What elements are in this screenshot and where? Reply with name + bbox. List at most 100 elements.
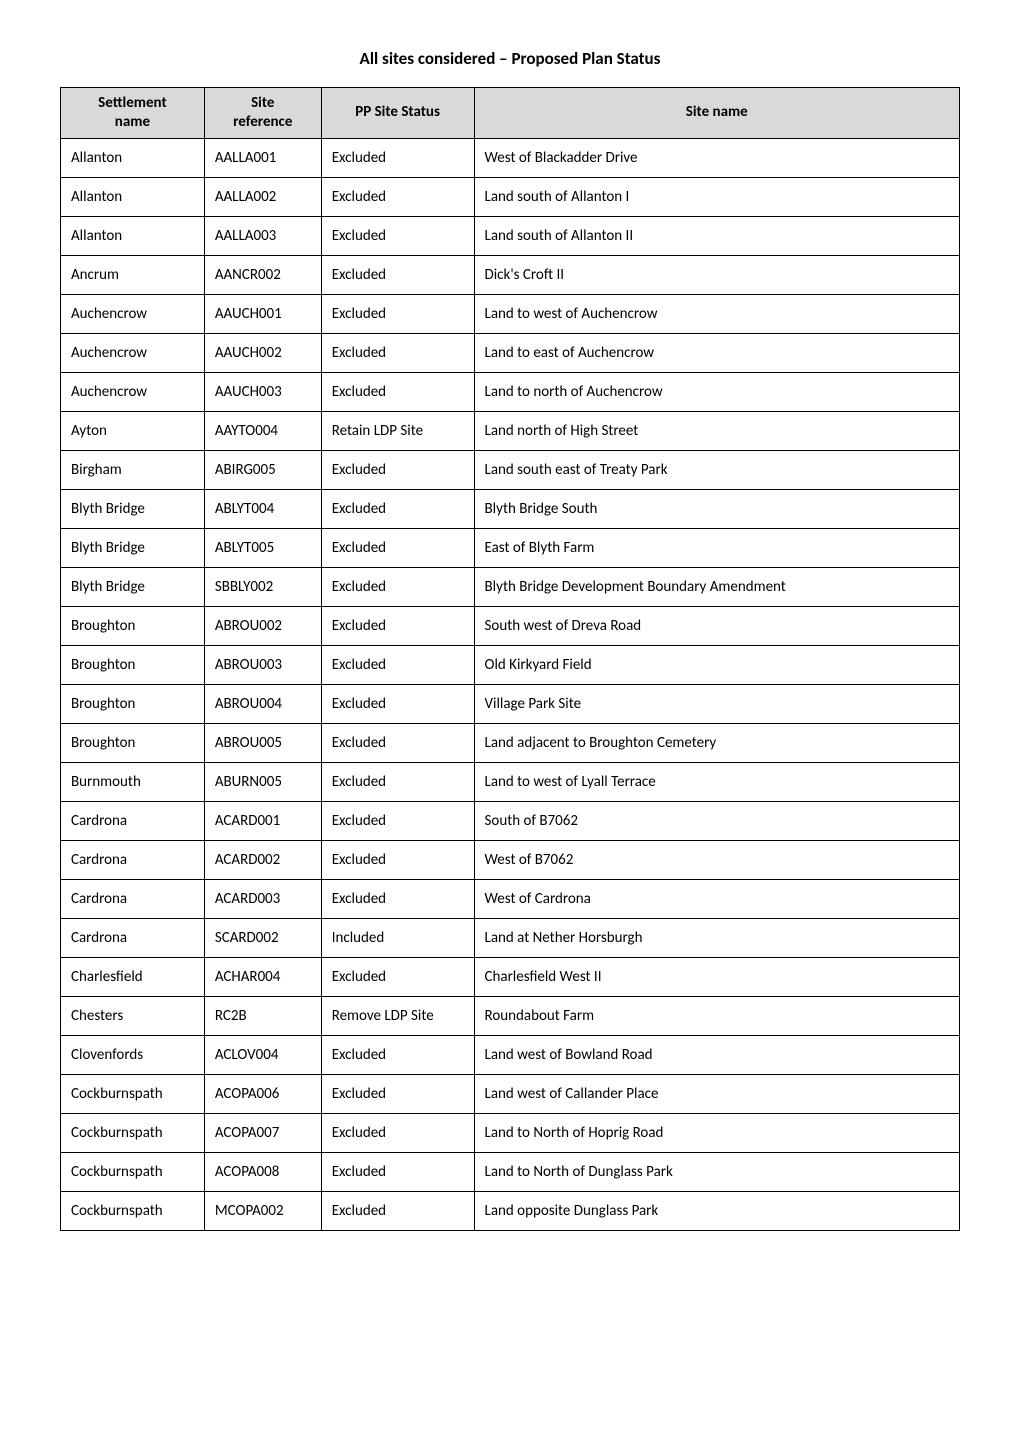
cell-siteref: AAYTO004 (204, 411, 321, 450)
cell-settlement: Cardrona (61, 918, 205, 957)
cell-siteref: AANCR002 (204, 255, 321, 294)
cell-settlement: Allanton (61, 138, 205, 177)
table-row: CardronaSCARD002IncludedLand at Nether H… (61, 918, 960, 957)
cell-sitename: Blyth Bridge South (474, 489, 959, 528)
cell-siteref: MCOPA002 (204, 1191, 321, 1230)
cell-sitename: Land south east of Treaty Park (474, 450, 959, 489)
cell-status: Excluded (321, 450, 474, 489)
cell-sitename: West of B7062 (474, 840, 959, 879)
cell-status: Excluded (321, 684, 474, 723)
cell-siteref: ACOPA006 (204, 1074, 321, 1113)
table-head: Settlementname Sitereference PP Site Sta… (61, 88, 960, 139)
cell-settlement: Broughton (61, 645, 205, 684)
cell-sitename: West of Cardrona (474, 879, 959, 918)
cell-status: Excluded (321, 1113, 474, 1152)
cell-sitename: Land at Nether Horsburgh (474, 918, 959, 957)
cell-siteref: SBBLY002 (204, 567, 321, 606)
cell-settlement: Cockburnspath (61, 1074, 205, 1113)
col-header-settlement: Settlementname (61, 88, 205, 139)
cell-sitename: Land to east of Auchencrow (474, 333, 959, 372)
cell-status: Excluded (321, 489, 474, 528)
cell-sitename: Land north of High Street (474, 411, 959, 450)
table-row: CockburnspathACOPA007ExcludedLand to Nor… (61, 1113, 960, 1152)
cell-settlement: Allanton (61, 216, 205, 255)
cell-siteref: AALLA003 (204, 216, 321, 255)
cell-settlement: Chesters (61, 996, 205, 1035)
cell-siteref: AAUCH002 (204, 333, 321, 372)
table-body: AllantonAALLA001ExcludedWest of Blackadd… (61, 138, 960, 1230)
cell-sitename: Charlesfield West II (474, 957, 959, 996)
col-header-status: PP Site Status (321, 88, 474, 139)
cell-status: Excluded (321, 840, 474, 879)
cell-status: Excluded (321, 1035, 474, 1074)
table-row: AncrumAANCR002ExcludedDick's Croft II (61, 255, 960, 294)
table-row: AuchencrowAAUCH003ExcludedLand to north … (61, 372, 960, 411)
cell-sitename: Old Kirkyard Field (474, 645, 959, 684)
cell-siteref: ABURN005 (204, 762, 321, 801)
col-header-siteref: Sitereference (204, 88, 321, 139)
cell-siteref: AAUCH001 (204, 294, 321, 333)
cell-status: Excluded (321, 372, 474, 411)
table-row: CockburnspathACOPA006ExcludedLand west o… (61, 1074, 960, 1113)
cell-sitename: Land to west of Lyall Terrace (474, 762, 959, 801)
cell-status: Remove LDP Site (321, 996, 474, 1035)
cell-siteref: AALLA001 (204, 138, 321, 177)
cell-siteref: AAUCH003 (204, 372, 321, 411)
table-row: BroughtonABROU002ExcludedSouth west of D… (61, 606, 960, 645)
cell-settlement: Cockburnspath (61, 1113, 205, 1152)
table-row: BroughtonABROU003ExcludedOld Kirkyard Fi… (61, 645, 960, 684)
cell-status: Excluded (321, 645, 474, 684)
table-row: AllantonAALLA002ExcludedLand south of Al… (61, 177, 960, 216)
cell-settlement: Blyth Bridge (61, 528, 205, 567)
cell-siteref: SCARD002 (204, 918, 321, 957)
cell-settlement: Allanton (61, 177, 205, 216)
cell-siteref: ABIRG005 (204, 450, 321, 489)
table-row: CardronaACARD003ExcludedWest of Cardrona (61, 879, 960, 918)
table-row: Blyth BridgeABLYT004ExcludedBlyth Bridge… (61, 489, 960, 528)
cell-siteref: ACHAR004 (204, 957, 321, 996)
cell-status: Retain LDP Site (321, 411, 474, 450)
cell-sitename: Land opposite Dunglass Park (474, 1191, 959, 1230)
table-row: CardronaACARD002ExcludedWest of B7062 (61, 840, 960, 879)
table-row: ChestersRC2BRemove LDP SiteRoundabout Fa… (61, 996, 960, 1035)
cell-sitename: Land to North of Dunglass Park (474, 1152, 959, 1191)
cell-settlement: Broughton (61, 684, 205, 723)
table-row: AllantonAALLA001ExcludedWest of Blackadd… (61, 138, 960, 177)
table-row: ClovenfordsACLOV004ExcludedLand west of … (61, 1035, 960, 1074)
cell-status: Excluded (321, 294, 474, 333)
table-header-row: Settlementname Sitereference PP Site Sta… (61, 88, 960, 139)
table-row: BurnmouthABURN005ExcludedLand to west of… (61, 762, 960, 801)
cell-siteref: ACOPA008 (204, 1152, 321, 1191)
cell-sitename: Land adjacent to Broughton Cemetery (474, 723, 959, 762)
sites-table: Settlementname Sitereference PP Site Sta… (60, 87, 960, 1231)
cell-settlement: Cardrona (61, 840, 205, 879)
cell-status: Excluded (321, 1191, 474, 1230)
cell-siteref: ABROU003 (204, 645, 321, 684)
cell-status: Excluded (321, 138, 474, 177)
cell-sitename: South west of Dreva Road (474, 606, 959, 645)
table-row: CharlesfieldACHAR004ExcludedCharlesfield… (61, 957, 960, 996)
cell-settlement: Broughton (61, 606, 205, 645)
table-row: CockburnspathACOPA008ExcludedLand to Nor… (61, 1152, 960, 1191)
cell-sitename: Land west of Callander Place (474, 1074, 959, 1113)
cell-siteref: ABLYT004 (204, 489, 321, 528)
cell-siteref: ABROU002 (204, 606, 321, 645)
page-title: All sites considered – Proposed Plan Sta… (60, 48, 960, 69)
cell-settlement: Blyth Bridge (61, 489, 205, 528)
cell-settlement: Cardrona (61, 801, 205, 840)
table-row: AuchencrowAAUCH001ExcludedLand to west o… (61, 294, 960, 333)
cell-siteref: ACARD003 (204, 879, 321, 918)
cell-settlement: Burnmouth (61, 762, 205, 801)
cell-status: Excluded (321, 255, 474, 294)
cell-siteref: ACARD002 (204, 840, 321, 879)
page: All sites considered – Proposed Plan Sta… (0, 0, 1020, 1279)
cell-settlement: Ayton (61, 411, 205, 450)
cell-status: Excluded (321, 1074, 474, 1113)
cell-sitename: Blyth Bridge Development Boundary Amendm… (474, 567, 959, 606)
cell-status: Excluded (321, 957, 474, 996)
cell-settlement: Birgham (61, 450, 205, 489)
cell-settlement: Auchencrow (61, 333, 205, 372)
cell-settlement: Cardrona (61, 879, 205, 918)
cell-siteref: ACOPA007 (204, 1113, 321, 1152)
cell-status: Excluded (321, 177, 474, 216)
